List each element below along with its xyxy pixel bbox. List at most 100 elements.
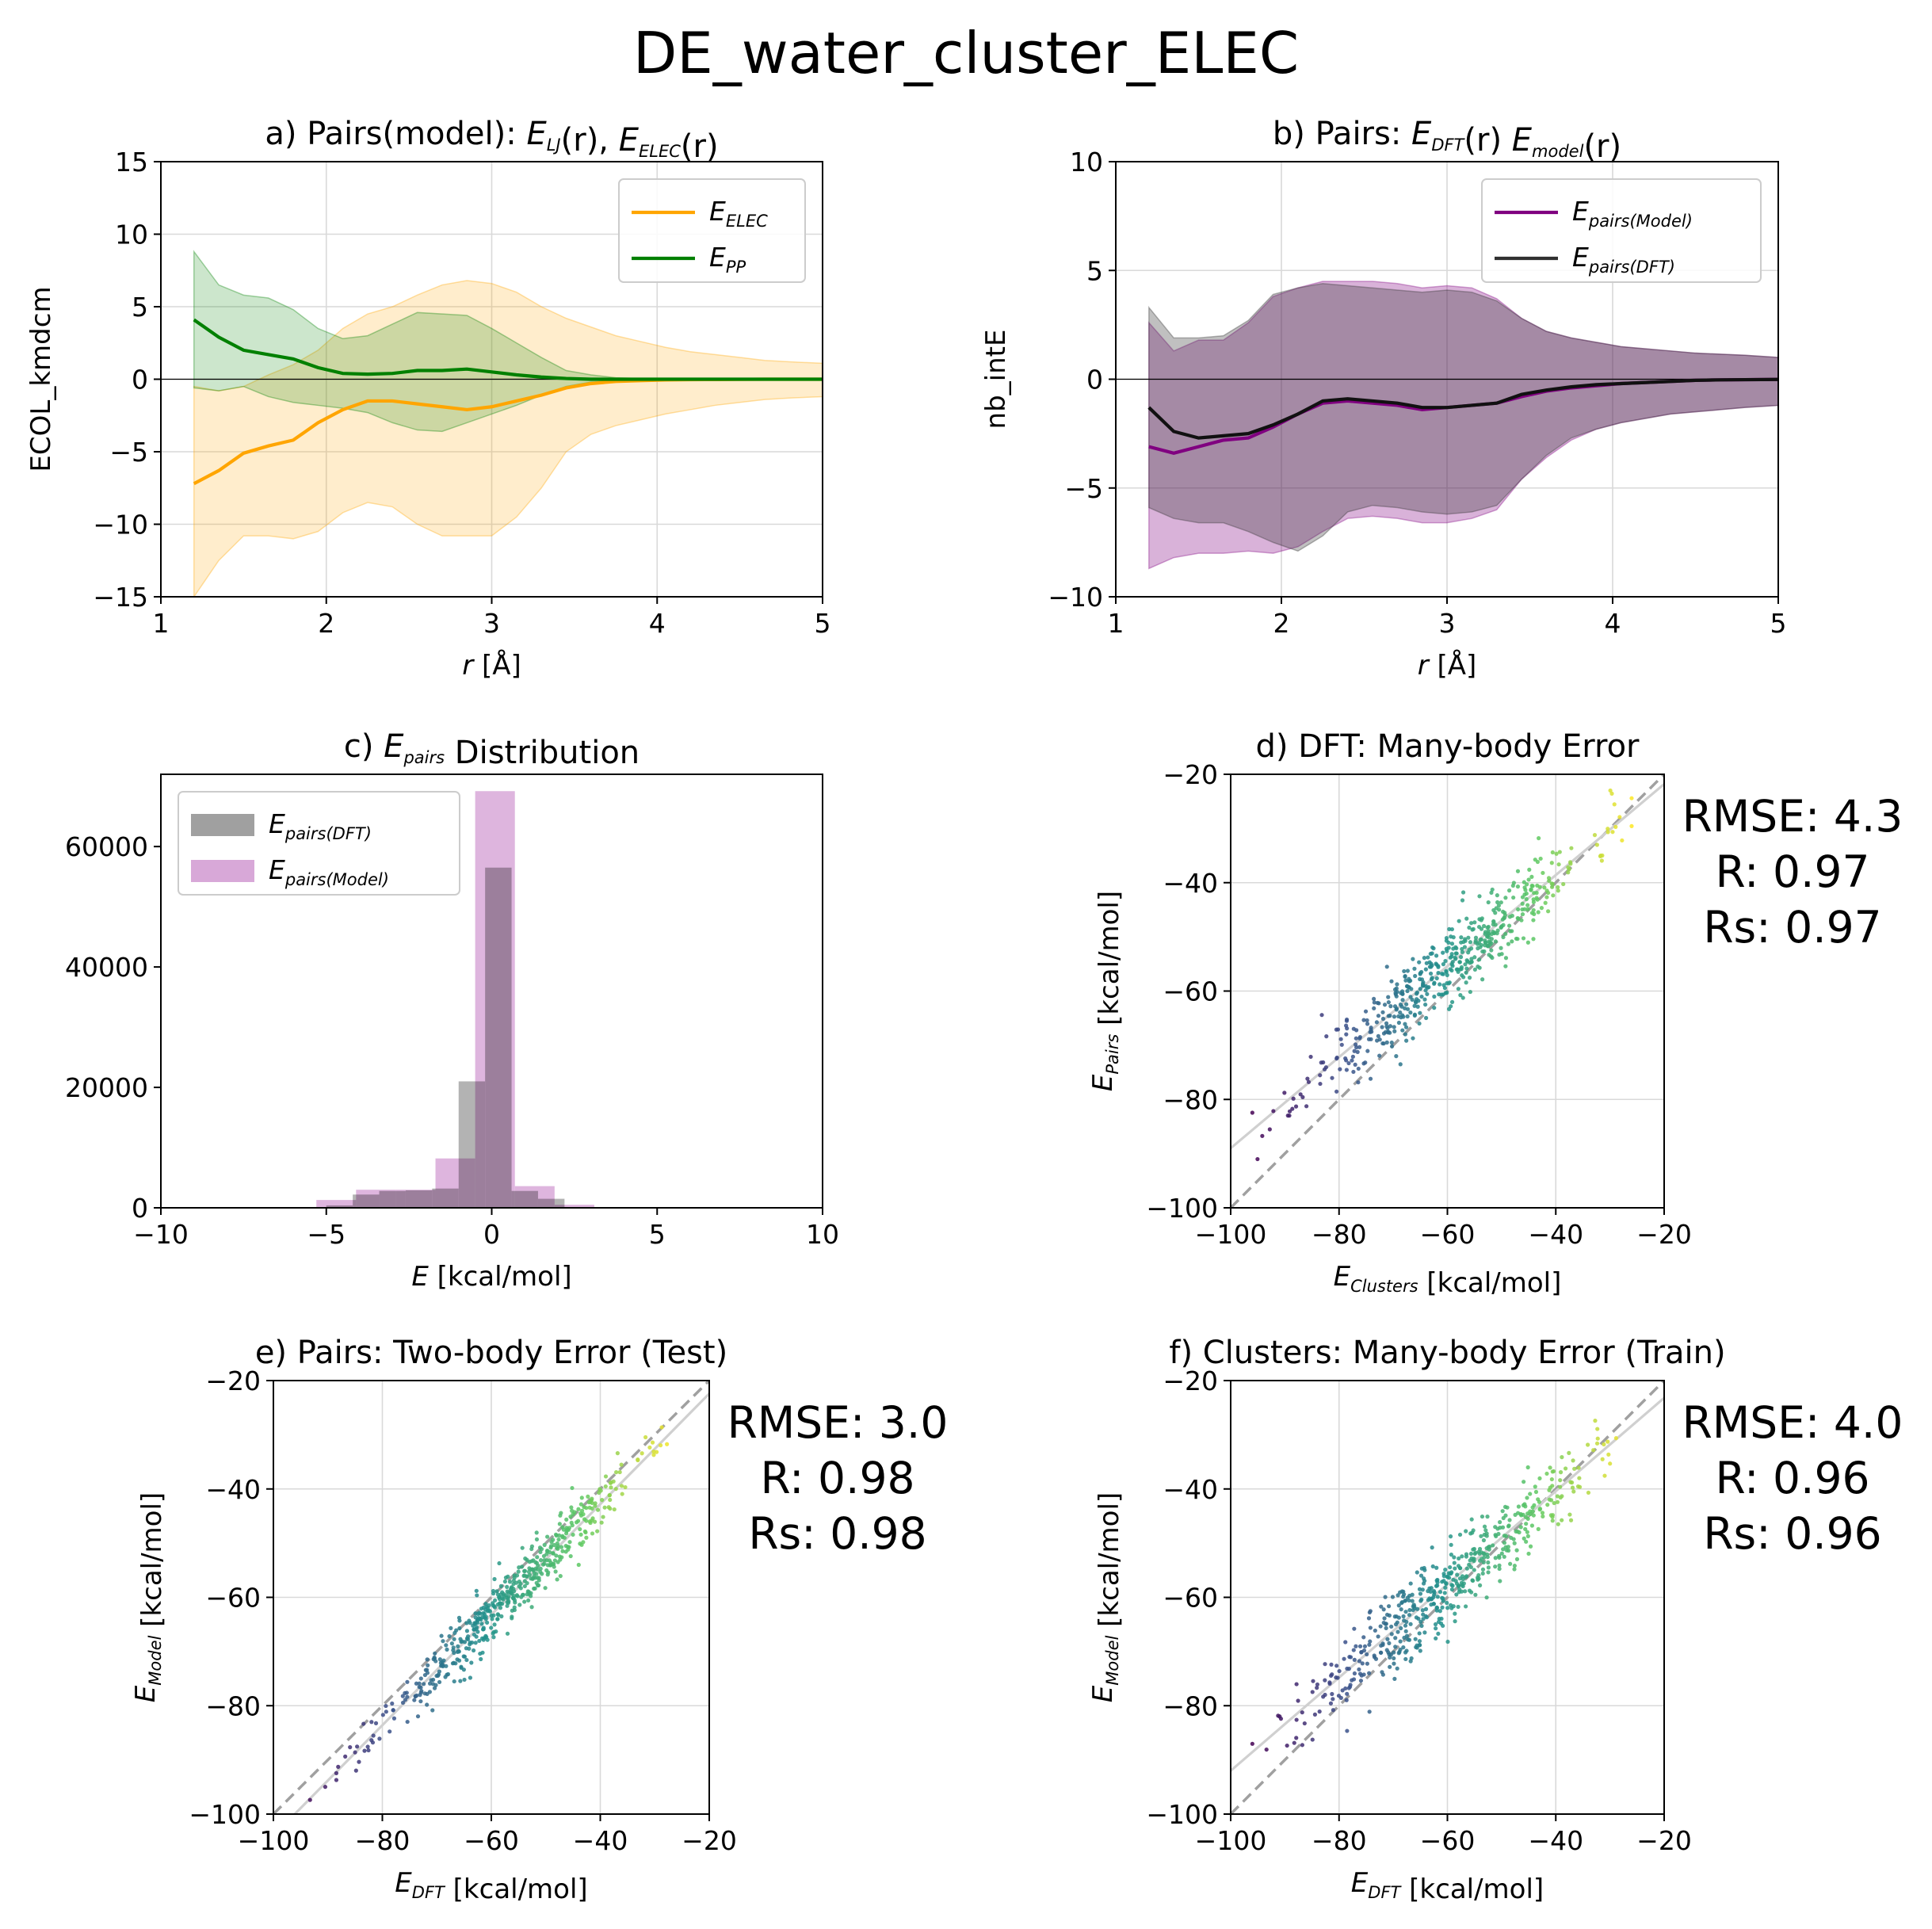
- scatter-point: [535, 1567, 540, 1572]
- scatter-point: [1496, 903, 1501, 908]
- scatter-point: [1472, 955, 1477, 960]
- scatter-point: [542, 1542, 547, 1547]
- scatter-point: [1595, 1436, 1600, 1441]
- scatter-point: [1365, 1661, 1369, 1666]
- y-tick-label: −20: [1163, 1366, 1218, 1396]
- scatter-point: [1431, 1601, 1436, 1606]
- scatter-point: [559, 1545, 564, 1549]
- scatter-point: [576, 1562, 581, 1568]
- scatter-point: [521, 1592, 525, 1597]
- scatter-point: [1352, 1626, 1357, 1631]
- scatter-point: [536, 1576, 541, 1580]
- scatter-point: [1520, 911, 1525, 917]
- band-E_pairs(DFT): [1148, 282, 1778, 552]
- scatter-point: [643, 1434, 648, 1440]
- scatter-point: [1447, 1576, 1452, 1580]
- x-tick-label: −60: [1420, 1825, 1476, 1856]
- scatter-point: [1359, 1673, 1364, 1678]
- scatter-point: [1433, 1622, 1438, 1627]
- x-tick-label: 5: [815, 608, 831, 639]
- legend-box: [618, 178, 806, 283]
- scatter-point: [1271, 1109, 1276, 1113]
- y-axis-label: nb_intE: [980, 330, 1012, 430]
- scatter-point: [1385, 1637, 1390, 1641]
- scatter-point: [1396, 1603, 1401, 1608]
- x-axis-label: E [kcal/mol]: [411, 1261, 571, 1293]
- scatter-point: [551, 1551, 556, 1556]
- scatter-point: [498, 1583, 503, 1588]
- scatter-point: [1461, 939, 1466, 945]
- scatter-point: [1434, 1565, 1439, 1570]
- scatter-point: [532, 1586, 536, 1591]
- scatter-point: [1267, 1127, 1272, 1132]
- scatter-point: [1418, 1619, 1423, 1624]
- scatter-point: [1557, 850, 1562, 854]
- scatter-point: [1446, 945, 1451, 950]
- scatter-point: [1368, 1609, 1373, 1614]
- scatter-point: [498, 1592, 503, 1597]
- scatter-point: [1458, 955, 1464, 960]
- scatter-point: [1567, 1512, 1572, 1517]
- scatter-point: [526, 1569, 531, 1574]
- scatter-point: [1422, 1568, 1427, 1572]
- scatter-point: [1302, 1721, 1307, 1726]
- identity-line: [273, 1381, 709, 1814]
- scatter-point: [578, 1502, 583, 1507]
- scatter-point: [1510, 939, 1514, 944]
- scatter-point: [1293, 1104, 1299, 1109]
- hist-bar: [514, 1186, 555, 1208]
- scatter-point: [1468, 940, 1473, 945]
- scatter-point: [1451, 935, 1456, 940]
- scatter-point: [1350, 1058, 1354, 1063]
- scatter-point: [1319, 1013, 1324, 1018]
- scatter-point: [1480, 1571, 1485, 1576]
- scatter-point: [1365, 1022, 1370, 1026]
- stats-text: R: 0.97: [1716, 846, 1870, 897]
- scatter-point: [1386, 1604, 1392, 1609]
- scatter-point: [1357, 1667, 1361, 1672]
- scatter-point: [1337, 1668, 1342, 1674]
- scatter-point: [1510, 913, 1514, 919]
- scatter-point: [1445, 1639, 1450, 1644]
- scatter-point: [595, 1529, 600, 1534]
- scatter-point: [1469, 1590, 1474, 1595]
- scatter-point: [1381, 1620, 1386, 1625]
- scatter-point: [1516, 916, 1521, 921]
- scatter-point: [1441, 1574, 1446, 1579]
- scatter-point: [1361, 1061, 1366, 1066]
- scatter-point: [1429, 977, 1434, 982]
- scatter-point: [1527, 867, 1532, 872]
- scatter-point: [1445, 972, 1449, 977]
- scatter-point: [1404, 1038, 1409, 1043]
- scatter-point: [1363, 1009, 1369, 1014]
- scatter-point: [505, 1600, 510, 1605]
- legend-label: Epairs(DFT): [269, 808, 372, 843]
- scatter-point: [599, 1520, 604, 1525]
- scatter-point: [467, 1646, 472, 1651]
- scatter-point: [1344, 1698, 1349, 1702]
- scatter-point: [584, 1535, 589, 1540]
- scatter-point: [1372, 1000, 1376, 1005]
- scatter-point: [445, 1671, 451, 1677]
- scatter-point: [455, 1657, 460, 1662]
- scatter-point: [1477, 894, 1482, 899]
- scatter-point: [1308, 1054, 1313, 1060]
- y-tick-label: −20: [205, 1366, 261, 1396]
- scatter-point: [417, 1681, 422, 1686]
- y-tick-label: −5: [1064, 473, 1103, 504]
- scatter-point: [1467, 925, 1472, 930]
- scatter-point: [1526, 1551, 1531, 1557]
- scatter-point: [1372, 1653, 1376, 1658]
- scatter-point: [498, 1606, 503, 1610]
- scatter-point: [561, 1527, 566, 1532]
- scatter-point: [1517, 1530, 1522, 1535]
- scatter-point: [507, 1579, 513, 1584]
- scatter-point: [1468, 989, 1472, 995]
- scatter-point: [1525, 940, 1530, 945]
- scatter-point: [1323, 1065, 1328, 1070]
- scatter-point: [1388, 1004, 1393, 1009]
- scatter-point: [1444, 1581, 1449, 1586]
- y-tick-label: 0: [132, 365, 148, 395]
- scatter-point: [647, 1445, 652, 1450]
- scatter-point: [563, 1544, 568, 1549]
